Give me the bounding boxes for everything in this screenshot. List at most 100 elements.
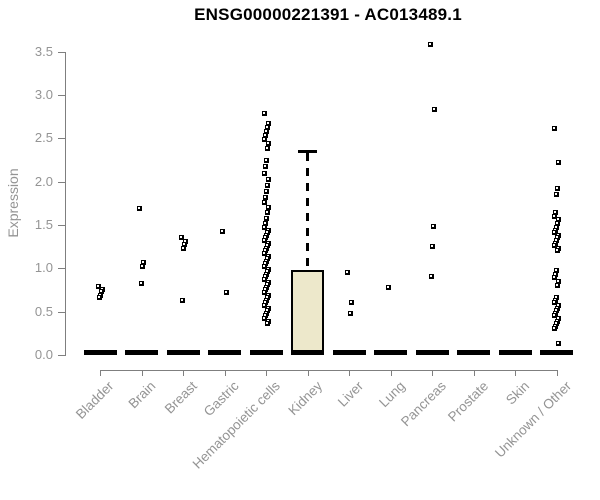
- data-point: [265, 256, 270, 261]
- y-axis-tick: [58, 95, 65, 96]
- data-point: [266, 205, 271, 210]
- data-point: [554, 308, 559, 313]
- data-point: [556, 316, 561, 321]
- data-point: [224, 290, 229, 295]
- x-axis-category-label: Unknown / Other: [491, 378, 574, 461]
- median-bar-zero: [84, 350, 117, 355]
- data-point: [266, 177, 271, 182]
- median-bar-zero: [125, 350, 158, 355]
- data-point: [141, 260, 146, 265]
- data-point: [431, 224, 436, 229]
- y-axis-tick: [58, 355, 65, 356]
- chart-title: ENSG00000221391 - AC013489.1: [194, 5, 462, 24]
- data-point: [432, 107, 437, 112]
- data-point: [262, 111, 267, 116]
- data-point: [263, 313, 268, 318]
- data-point: [262, 264, 267, 269]
- box-kidney: [291, 270, 324, 355]
- data-point: [180, 298, 185, 303]
- x-axis-tick: [225, 370, 226, 376]
- data-point: [556, 303, 561, 308]
- x-axis-category-label: Lung: [376, 378, 408, 411]
- data-point: [553, 272, 558, 277]
- x-axis-category-label: Kidney: [285, 378, 325, 419]
- data-point: [552, 214, 557, 219]
- data-point: [552, 126, 557, 131]
- data-point: [386, 285, 391, 290]
- median-bar-zero: [333, 350, 366, 355]
- y-axis-tick: [58, 312, 65, 313]
- x-axis-category-label: Prostate: [444, 378, 491, 425]
- data-point: [552, 243, 557, 248]
- data-point: [555, 221, 560, 226]
- data-point: [140, 264, 145, 269]
- data-point: [554, 192, 559, 197]
- data-point: [262, 137, 267, 142]
- x-axis-tick: [266, 370, 267, 376]
- median-bar-zero: [540, 350, 573, 355]
- data-point: [265, 125, 270, 130]
- data-point: [349, 300, 354, 305]
- data-point: [263, 274, 268, 279]
- data-point: [263, 235, 268, 240]
- data-point: [555, 186, 560, 191]
- data-point: [552, 230, 557, 235]
- data-point: [262, 277, 267, 282]
- y-axis-tick-label: 3.0: [34, 87, 53, 102]
- data-point: [179, 235, 184, 240]
- x-axis-tick: [557, 370, 558, 376]
- data-point: [266, 141, 271, 146]
- data-point: [262, 290, 267, 295]
- data-point: [554, 225, 559, 230]
- x-axis-tick: [391, 370, 392, 376]
- y-axis-tick: [58, 268, 65, 269]
- data-point: [262, 225, 267, 230]
- data-point: [182, 242, 187, 247]
- data-point: [556, 341, 561, 346]
- data-point: [139, 281, 144, 286]
- upper-whisker-dashed: [306, 153, 309, 269]
- x-axis-tick: [474, 370, 475, 376]
- x-axis-tick: [142, 370, 143, 376]
- data-point: [264, 216, 269, 221]
- x-axis-tick: [183, 370, 184, 376]
- data-point: [265, 230, 270, 235]
- data-point: [552, 275, 557, 280]
- data-point: [265, 243, 270, 248]
- x-axis-category-label: Skin: [502, 378, 532, 408]
- data-point: [263, 164, 268, 169]
- data-point: [345, 270, 350, 275]
- data-point: [96, 284, 101, 289]
- y-axis-tick: [58, 52, 65, 53]
- data-point: [265, 210, 270, 215]
- y-axis-tick-label: 2.5: [34, 130, 53, 145]
- data-point: [265, 183, 270, 188]
- data-point: [554, 295, 559, 300]
- data-point: [428, 42, 433, 47]
- median-bar-zero: [167, 350, 200, 355]
- y-axis-tick-label: 1.0: [34, 260, 53, 275]
- y-axis-tick-label: 1.5: [34, 217, 53, 232]
- data-point: [348, 311, 353, 316]
- x-axis-category-label: Liver: [334, 378, 366, 410]
- data-point: [220, 229, 225, 234]
- data-point: [263, 300, 268, 305]
- y-axis-tick: [58, 138, 65, 139]
- data-point: [262, 200, 267, 205]
- x-axis-line: [100, 370, 558, 371]
- data-point: [556, 160, 561, 165]
- data-point: [266, 121, 271, 126]
- data-point: [265, 295, 270, 300]
- data-point: [263, 221, 268, 226]
- y-axis-tick-label: 0.5: [34, 304, 53, 319]
- x-axis-tick: [515, 370, 516, 376]
- y-axis-tick-label: 2.0: [34, 174, 53, 189]
- data-point: [263, 287, 268, 292]
- data-point: [263, 248, 268, 253]
- y-axis-tick: [58, 225, 65, 226]
- data-point: [555, 283, 560, 288]
- data-point: [262, 171, 267, 176]
- data-point: [262, 238, 267, 243]
- data-point: [262, 316, 267, 321]
- data-point: [265, 269, 270, 274]
